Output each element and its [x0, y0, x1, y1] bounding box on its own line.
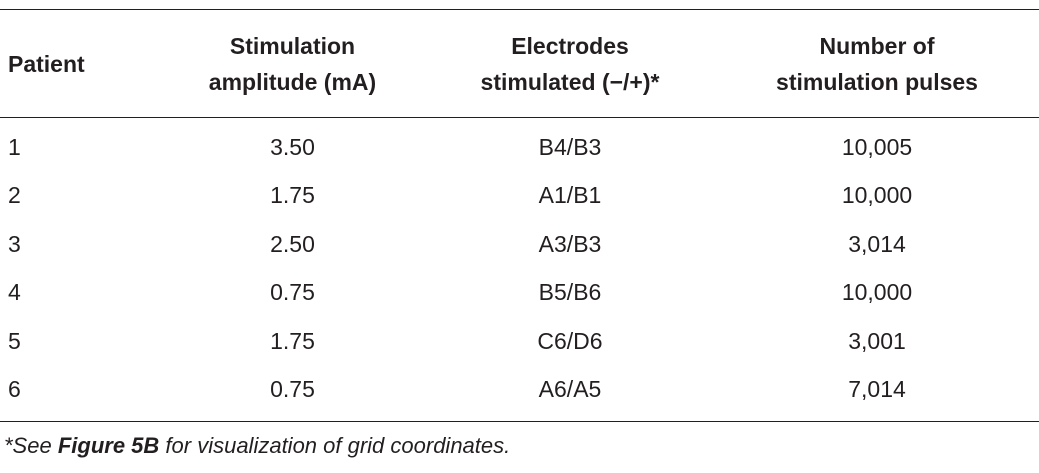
cell-electrodes: C6/D6 [537, 327, 603, 354]
table-footnote: *See Figure 5B for visualization of grid… [4, 433, 510, 459]
header-rule [0, 117, 1039, 118]
footnote-suffix: for visualization of grid coordinates. [159, 433, 511, 458]
header-electrodes: Electrodes stimulated (−/+)* [425, 10, 715, 117]
table-row: 3 2.50 A3/B3 3,014 [0, 220, 1039, 269]
cell-patient: 3 [8, 230, 21, 257]
top-rule [0, 9, 1039, 10]
header-electrodes-line-2: stimulated (−/+)* [480, 68, 660, 95]
header-pulses-line-2: stimulation pulses [776, 68, 978, 95]
cell-amplitude: 2.50 [270, 230, 315, 257]
cell-patient: 6 [8, 376, 21, 403]
cell-patient: 4 [8, 279, 21, 306]
header-row: Patient Stimulation amplitude (mA) Elect… [0, 10, 1039, 117]
cell-pulses: 3,001 [848, 327, 906, 354]
table-row: 5 1.75 C6/D6 3,001 [0, 317, 1039, 366]
cell-amplitude: 3.50 [270, 133, 315, 160]
header-amplitude-line-1: Stimulation [229, 32, 356, 59]
cell-pulses: 7,014 [848, 376, 906, 403]
cell-amplitude: 1.75 [270, 327, 315, 354]
table-header: Patient Stimulation amplitude (mA) Elect… [0, 10, 1039, 117]
header-pulses: Number of stimulation pulses [715, 10, 1039, 117]
footnote-prefix: *See [4, 433, 58, 458]
header-amplitude: Stimulation amplitude (mA) [160, 10, 425, 117]
footnote-figure-reference: Figure 5B [57, 433, 160, 458]
bottom-rule [0, 421, 1039, 422]
table-row: 2 1.75 A1/B1 10,000 [0, 172, 1039, 221]
cell-pulses: 10,000 [841, 279, 913, 306]
header-electrodes-line-1: Electrodes [511, 32, 629, 59]
cell-electrodes: A1/B1 [538, 182, 602, 209]
table-row: 1 3.50 B4/B3 10,005 [0, 117, 1039, 172]
cell-patient: 2 [8, 182, 21, 209]
table-row: 6 0.75 A6/A5 7,014 [0, 366, 1039, 415]
stimulation-table: Patient Stimulation amplitude (mA) Elect… [0, 10, 1039, 414]
cell-amplitude: 0.75 [270, 279, 315, 306]
cell-electrodes: B4/B3 [538, 133, 602, 160]
cell-electrodes: A6/A5 [538, 376, 602, 403]
cell-amplitude: 1.75 [270, 182, 315, 209]
cell-pulses: 10,000 [841, 182, 913, 209]
header-patient-line-1: Patient [8, 50, 85, 77]
cell-pulses: 3,014 [848, 230, 906, 257]
cell-patient: 5 [8, 327, 21, 354]
header-pulses-line-1: Number of [819, 32, 935, 59]
table-row: 4 0.75 B5/B6 10,000 [0, 269, 1039, 318]
header-amplitude-line-2: amplitude (mA) [208, 68, 377, 95]
cell-electrodes: B5/B6 [538, 279, 602, 306]
cell-pulses: 10,005 [841, 133, 913, 160]
cell-amplitude: 0.75 [270, 376, 315, 403]
cell-electrodes: A3/B3 [538, 230, 602, 257]
table-body: 1 3.50 B4/B3 10,005 2 1.75 A1/B1 10,000 … [0, 117, 1039, 414]
header-patient: Patient [0, 10, 160, 117]
cell-patient: 1 [8, 133, 21, 160]
